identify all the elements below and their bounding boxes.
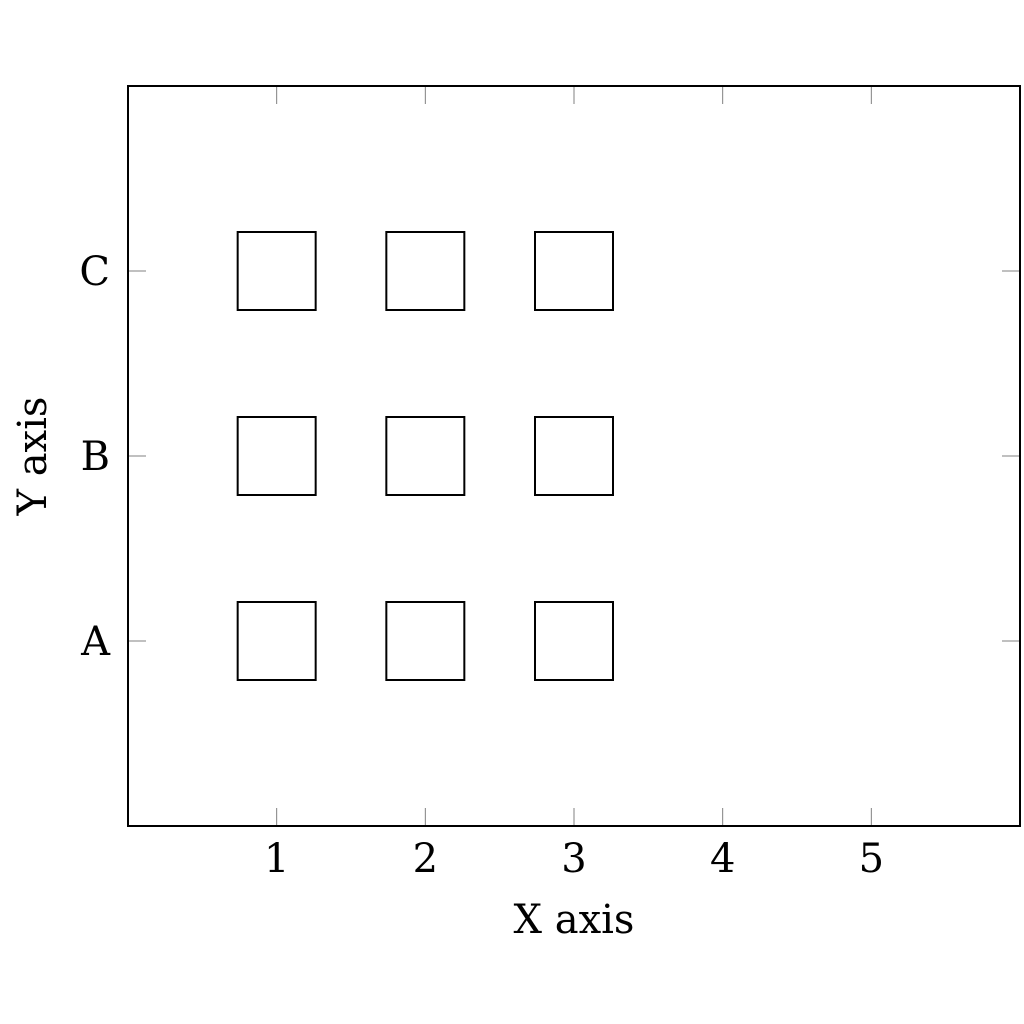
ticks-layer <box>128 86 1020 826</box>
y-tick-label: A <box>80 619 111 665</box>
x-tick-label: 5 <box>859 836 884 882</box>
square-marker <box>236 416 317 496</box>
square-marker <box>236 231 317 311</box>
square-marker <box>534 601 614 681</box>
x-tick-label: 4 <box>710 836 735 882</box>
x-tick-label: 3 <box>561 836 586 882</box>
y-tick-label: C <box>79 249 110 295</box>
square-marker <box>236 601 317 681</box>
y-axis-label: Y axis <box>10 397 56 517</box>
square-marker <box>534 416 614 496</box>
y-tick-label: B <box>81 434 110 480</box>
x-tick-label: 2 <box>413 836 438 882</box>
square-marker <box>385 416 466 496</box>
square-marker <box>534 231 614 311</box>
x-tick-label: 1 <box>264 836 289 882</box>
x-axis-label: X axis <box>514 897 635 943</box>
points-layer <box>236 231 614 681</box>
plot-frame <box>127 85 1021 827</box>
labels-layer: 1 2 3 4 5 A B C <box>79 249 884 882</box>
square-marker <box>385 601 466 681</box>
square-marker <box>385 231 466 311</box>
